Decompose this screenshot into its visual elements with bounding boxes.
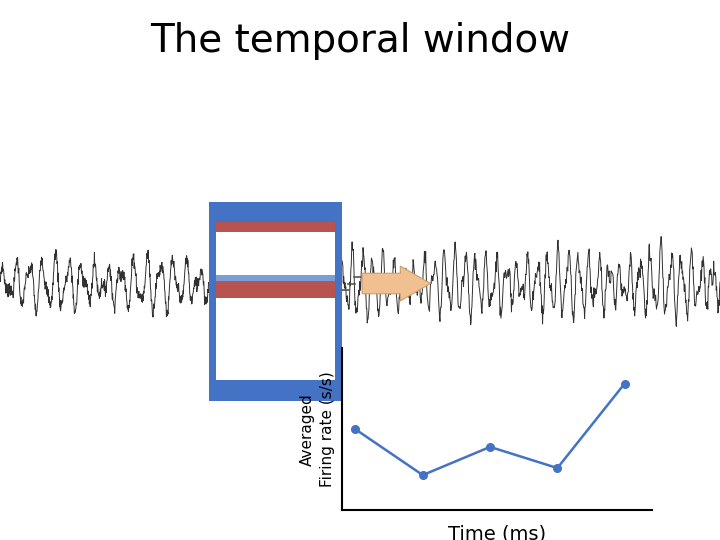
Bar	[212, 222, 338, 232]
X-axis label: Time (ms): Time (ms)	[448, 524, 546, 540]
Bar	[212, 380, 338, 397]
Bar	[212, 205, 338, 397]
Bar	[212, 205, 338, 222]
Bar	[212, 205, 338, 397]
Y-axis label: Averaged
Firing rate (s/s): Averaged Firing rate (s/s)	[300, 372, 335, 487]
Text: The temporal window: The temporal window	[150, 22, 570, 59]
FancyArrow shape	[362, 266, 431, 301]
Bar	[212, 281, 338, 298]
Bar	[212, 275, 338, 281]
